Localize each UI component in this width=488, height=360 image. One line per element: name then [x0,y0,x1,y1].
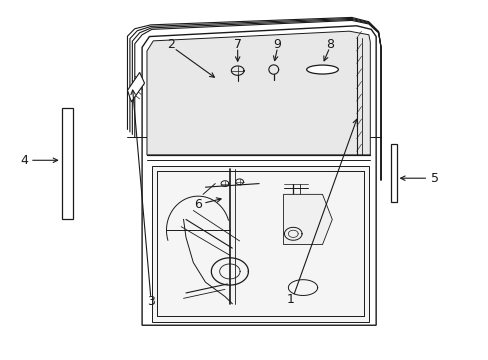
Text: 2: 2 [167,38,175,51]
Polygon shape [61,108,73,220]
Polygon shape [142,26,375,325]
Text: 6: 6 [194,198,202,211]
Text: 1: 1 [286,293,294,306]
Text: 7: 7 [233,38,241,51]
Text: 9: 9 [273,38,281,51]
Text: 4: 4 [20,154,28,167]
Text: 8: 8 [325,38,333,51]
Polygon shape [283,194,331,244]
Polygon shape [147,31,369,155]
Text: 3: 3 [146,295,155,308]
Ellipse shape [306,65,338,74]
Polygon shape [390,144,396,202]
Polygon shape [127,72,144,102]
Text: 5: 5 [430,172,438,185]
Polygon shape [152,166,368,321]
